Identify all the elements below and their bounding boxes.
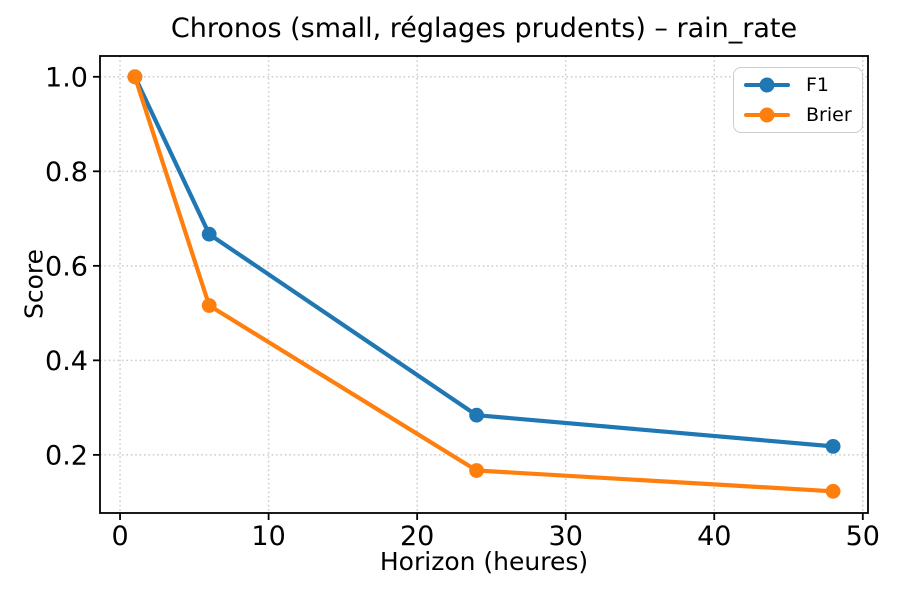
svg-text:1.0: 1.0	[45, 62, 88, 93]
svg-text:50: 50	[846, 521, 880, 552]
y-tick-labels: 0.2 0.4 0.6 0.8 1.0	[45, 62, 88, 471]
legend-marker-f1	[744, 82, 790, 88]
svg-text:10: 10	[251, 521, 285, 552]
y-axis-label: Score	[19, 248, 49, 320]
legend-marker-brier	[744, 112, 790, 118]
svg-text:0.2: 0.2	[45, 440, 88, 471]
svg-text:40: 40	[697, 521, 731, 552]
tick-marks	[93, 75, 864, 520]
legend-item-f1: F1	[744, 70, 852, 100]
svg-text:0.6: 0.6	[45, 251, 88, 282]
x-tick-labels: 0 10 20 30 40 50	[111, 521, 880, 552]
gridlines	[100, 56, 868, 513]
legend-item-brier: Brier	[744, 100, 852, 130]
x-axis-label: Horizon (heures)	[379, 547, 589, 576]
legend-label-brier: Brier	[806, 104, 852, 126]
svg-text:30: 30	[549, 521, 583, 552]
svg-text:0: 0	[111, 521, 128, 552]
legend-label-f1: F1	[806, 74, 830, 96]
plot-frame	[99, 55, 869, 514]
svg-text:20: 20	[400, 521, 434, 552]
svg-text:0.4: 0.4	[45, 346, 88, 377]
chart-legend: F1 Brier	[733, 67, 863, 133]
chart-title: Chronos (small, réglages prudents) – rai…	[170, 13, 798, 44]
svg-text:0.8: 0.8	[45, 157, 88, 188]
series-brier	[127, 69, 841, 499]
